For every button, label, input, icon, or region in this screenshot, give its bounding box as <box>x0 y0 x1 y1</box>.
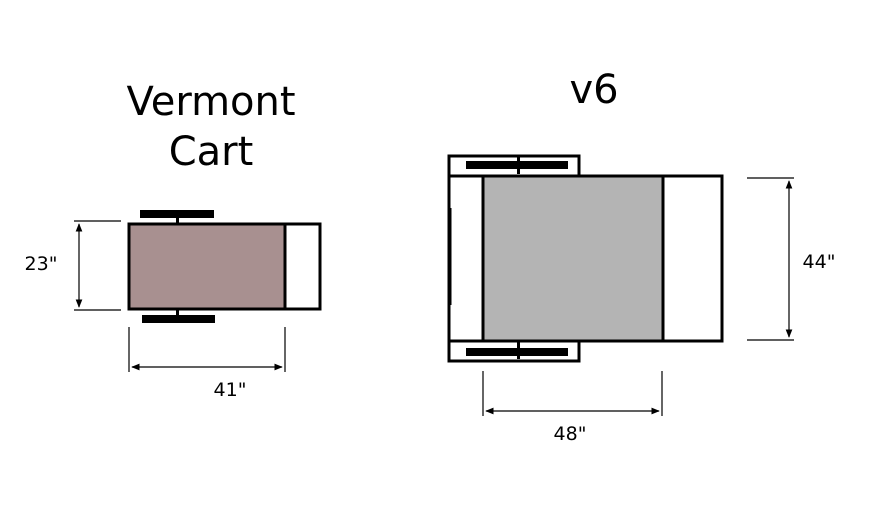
v6-cargo-bed <box>481 174 665 343</box>
v6-length-label: 48" <box>554 423 587 445</box>
v6-width-dimension <box>747 177 794 341</box>
vermont-handle-section <box>283 222 322 311</box>
vermont-width-label: 23" <box>25 253 58 275</box>
vermont-cargo-bed <box>127 222 287 311</box>
vermont-cart-title-line2: Cart <box>169 129 254 175</box>
v6-front-section <box>661 174 724 343</box>
vermont-width-dimension <box>74 220 121 311</box>
v6-top-wheel <box>447 154 581 178</box>
v6-cart-group: v6 44" 4 <box>447 67 836 445</box>
vermont-length-dimension <box>128 327 286 372</box>
vermont-cart-group: Vermont Cart 23" 41" <box>25 79 322 401</box>
vermont-top-wheel <box>140 210 214 225</box>
v6-width-label: 44" <box>803 251 836 273</box>
v6-bottom-wheel <box>447 339 581 363</box>
vermont-length-label: 41" <box>214 379 247 401</box>
vermont-cart-title-line1: Vermont <box>126 79 295 125</box>
v6-length-dimension <box>482 371 663 416</box>
v6-rear-section <box>447 174 485 343</box>
vermont-bottom-wheel <box>142 308 215 323</box>
v6-title: v6 <box>569 67 618 113</box>
